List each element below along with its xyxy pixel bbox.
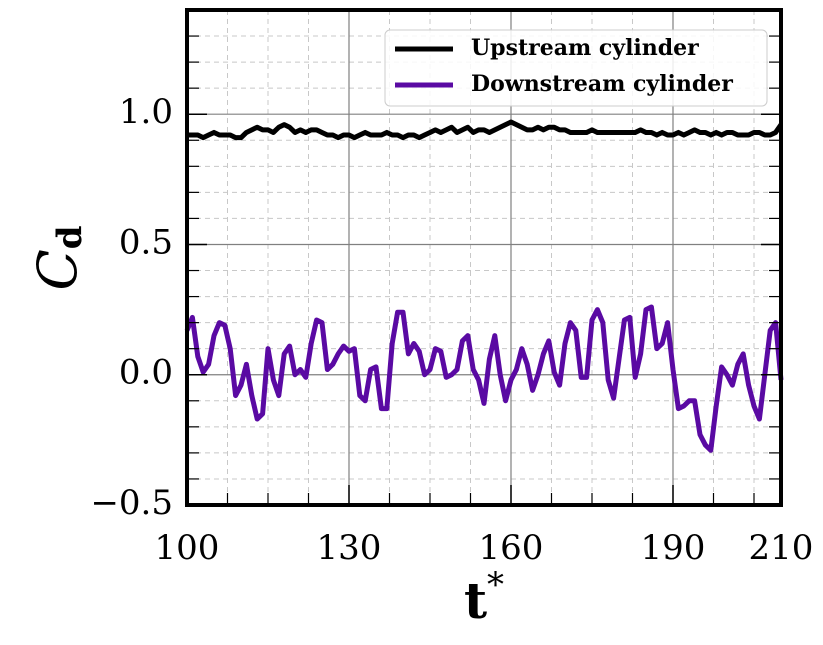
x-tick-label: 100 xyxy=(155,528,220,568)
series-line xyxy=(187,119,784,141)
x-label-main: t xyxy=(464,571,487,630)
series-line xyxy=(184,304,784,453)
y-tick-label: 1.0 xyxy=(119,92,173,132)
y-label-main: C xyxy=(26,249,89,290)
x-tick-label: 130 xyxy=(317,528,382,568)
legend-label: Downstream cylinder xyxy=(471,71,733,97)
plot-frame xyxy=(185,8,783,507)
x-label-sup: * xyxy=(487,565,504,605)
y-label-sub: d xyxy=(50,225,90,249)
legend-label: Upstream cylinder xyxy=(471,35,699,61)
x-tick-label: 160 xyxy=(479,528,544,568)
x-tick-label: 210 xyxy=(749,528,814,568)
y-tick-label: 0.5 xyxy=(119,222,173,262)
x-tick-label: 190 xyxy=(641,528,706,568)
y-axis-label: Cd xyxy=(26,225,90,290)
y-tick-label: 0.0 xyxy=(119,353,173,393)
x-axis-label: t* xyxy=(464,565,504,630)
y-tick-label: −0.5 xyxy=(90,483,173,523)
legend-box xyxy=(384,29,768,107)
legend: Upstream cylinder Downstream cylinder xyxy=(384,29,768,107)
